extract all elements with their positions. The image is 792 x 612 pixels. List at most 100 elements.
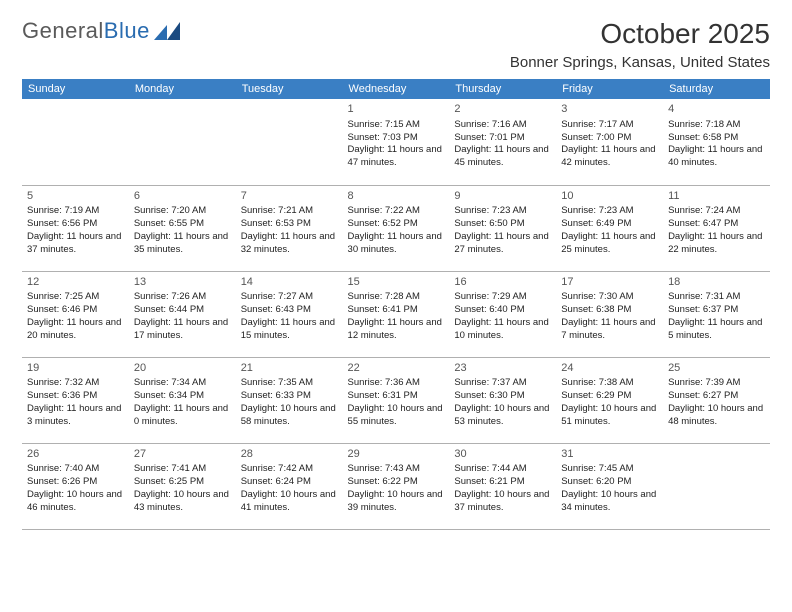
sunset-line: Sunset: 6:26 PM: [27, 476, 124, 489]
sunrise-line: Sunrise: 7:31 AM: [668, 291, 765, 304]
sunrise-line: Sunrise: 7:29 AM: [454, 291, 551, 304]
sunrise-line: Sunrise: 7:22 AM: [348, 205, 445, 218]
calendar-day-cell: 21Sunrise: 7:35 AMSunset: 6:33 PMDayligh…: [236, 357, 343, 443]
calendar-table: SundayMondayTuesdayWednesdayThursdayFrid…: [22, 79, 770, 530]
calendar-week-row: 26Sunrise: 7:40 AMSunset: 6:26 PMDayligh…: [22, 443, 770, 529]
sunset-line: Sunset: 6:47 PM: [668, 218, 765, 231]
day-header: Monday: [129, 79, 236, 99]
day-number: 4: [668, 102, 765, 117]
calendar-day-cell: 31Sunrise: 7:45 AMSunset: 6:20 PMDayligh…: [556, 443, 663, 529]
sunset-line: Sunset: 6:36 PM: [27, 390, 124, 403]
calendar-empty-cell: [236, 99, 343, 185]
day-number: 13: [134, 275, 231, 290]
daylight-line: Daylight: 11 hours and 45 minutes.: [454, 144, 551, 170]
sunrise-line: Sunrise: 7:45 AM: [561, 463, 658, 476]
daylight-line: Daylight: 10 hours and 46 minutes.: [27, 489, 124, 515]
sunset-line: Sunset: 6:29 PM: [561, 390, 658, 403]
logo-mark-icon: [154, 22, 180, 40]
day-number: 17: [561, 275, 658, 290]
day-number: 14: [241, 275, 338, 290]
sunset-line: Sunset: 6:30 PM: [454, 390, 551, 403]
daylight-line: Daylight: 11 hours and 25 minutes.: [561, 231, 658, 257]
sunset-line: Sunset: 7:00 PM: [561, 132, 658, 145]
calendar-day-cell: 9Sunrise: 7:23 AMSunset: 6:50 PMDaylight…: [449, 185, 556, 271]
day-number: 18: [668, 275, 765, 290]
calendar-day-cell: 11Sunrise: 7:24 AMSunset: 6:47 PMDayligh…: [663, 185, 770, 271]
logo-text: GeneralBlue: [22, 18, 150, 44]
sunrise-line: Sunrise: 7:26 AM: [134, 291, 231, 304]
calendar-day-cell: 30Sunrise: 7:44 AMSunset: 6:21 PMDayligh…: [449, 443, 556, 529]
header: GeneralBlue October 2025 Bonner Springs,…: [22, 18, 770, 71]
sunset-line: Sunset: 6:33 PM: [241, 390, 338, 403]
calendar-day-cell: 27Sunrise: 7:41 AMSunset: 6:25 PMDayligh…: [129, 443, 236, 529]
calendar-day-cell: 12Sunrise: 7:25 AMSunset: 6:46 PMDayligh…: [22, 271, 129, 357]
daylight-line: Daylight: 11 hours and 3 minutes.: [27, 403, 124, 429]
sunrise-line: Sunrise: 7:41 AM: [134, 463, 231, 476]
sunrise-line: Sunrise: 7:18 AM: [668, 119, 765, 132]
day-number: 23: [454, 361, 551, 376]
sunset-line: Sunset: 6:37 PM: [668, 304, 765, 317]
calendar-body: 1Sunrise: 7:15 AMSunset: 7:03 PMDaylight…: [22, 99, 770, 529]
daylight-line: Daylight: 11 hours and 17 minutes.: [134, 317, 231, 343]
sunrise-line: Sunrise: 7:28 AM: [348, 291, 445, 304]
sunrise-line: Sunrise: 7:19 AM: [27, 205, 124, 218]
sunset-line: Sunset: 6:49 PM: [561, 218, 658, 231]
daylight-line: Daylight: 10 hours and 37 minutes.: [454, 489, 551, 515]
daylight-line: Daylight: 11 hours and 7 minutes.: [561, 317, 658, 343]
daylight-line: Daylight: 11 hours and 40 minutes.: [668, 144, 765, 170]
sunset-line: Sunset: 6:38 PM: [561, 304, 658, 317]
calendar-day-cell: 24Sunrise: 7:38 AMSunset: 6:29 PMDayligh…: [556, 357, 663, 443]
day-number: 5: [27, 189, 124, 204]
daylight-line: Daylight: 11 hours and 32 minutes.: [241, 231, 338, 257]
day-header: Tuesday: [236, 79, 343, 99]
daylight-line: Daylight: 11 hours and 15 minutes.: [241, 317, 338, 343]
title-block: October 2025 Bonner Springs, Kansas, Uni…: [510, 18, 770, 71]
day-number: 15: [348, 275, 445, 290]
calendar-day-cell: 5Sunrise: 7:19 AMSunset: 6:56 PMDaylight…: [22, 185, 129, 271]
calendar-day-cell: 6Sunrise: 7:20 AMSunset: 6:55 PMDaylight…: [129, 185, 236, 271]
sunset-line: Sunset: 6:21 PM: [454, 476, 551, 489]
calendar-header-row: SundayMondayTuesdayWednesdayThursdayFrid…: [22, 79, 770, 99]
sunrise-line: Sunrise: 7:44 AM: [454, 463, 551, 476]
day-number: 28: [241, 447, 338, 462]
day-number: 12: [27, 275, 124, 290]
sunrise-line: Sunrise: 7:27 AM: [241, 291, 338, 304]
calendar-empty-cell: [129, 99, 236, 185]
daylight-line: Daylight: 11 hours and 42 minutes.: [561, 144, 658, 170]
sunrise-line: Sunrise: 7:42 AM: [241, 463, 338, 476]
sunset-line: Sunset: 6:24 PM: [241, 476, 338, 489]
daylight-line: Daylight: 10 hours and 53 minutes.: [454, 403, 551, 429]
calendar-day-cell: 3Sunrise: 7:17 AMSunset: 7:00 PMDaylight…: [556, 99, 663, 185]
calendar-day-cell: 8Sunrise: 7:22 AMSunset: 6:52 PMDaylight…: [343, 185, 450, 271]
sunrise-line: Sunrise: 7:34 AM: [134, 377, 231, 390]
daylight-line: Daylight: 11 hours and 27 minutes.: [454, 231, 551, 257]
day-header: Friday: [556, 79, 663, 99]
sunset-line: Sunset: 6:34 PM: [134, 390, 231, 403]
calendar-day-cell: 22Sunrise: 7:36 AMSunset: 6:31 PMDayligh…: [343, 357, 450, 443]
sunset-line: Sunset: 6:41 PM: [348, 304, 445, 317]
day-number: 1: [348, 102, 445, 117]
sunrise-line: Sunrise: 7:37 AM: [454, 377, 551, 390]
daylight-line: Daylight: 10 hours and 55 minutes.: [348, 403, 445, 429]
day-number: 10: [561, 189, 658, 204]
daylight-line: Daylight: 11 hours and 5 minutes.: [668, 317, 765, 343]
sunset-line: Sunset: 6:53 PM: [241, 218, 338, 231]
sunset-line: Sunset: 6:25 PM: [134, 476, 231, 489]
daylight-line: Daylight: 11 hours and 22 minutes.: [668, 231, 765, 257]
calendar-week-row: 12Sunrise: 7:25 AMSunset: 6:46 PMDayligh…: [22, 271, 770, 357]
sunrise-line: Sunrise: 7:30 AM: [561, 291, 658, 304]
sunrise-line: Sunrise: 7:17 AM: [561, 119, 658, 132]
day-header: Sunday: [22, 79, 129, 99]
day-number: 7: [241, 189, 338, 204]
day-number: 20: [134, 361, 231, 376]
sunset-line: Sunset: 6:56 PM: [27, 218, 124, 231]
sunrise-line: Sunrise: 7:36 AM: [348, 377, 445, 390]
calendar-day-cell: 2Sunrise: 7:16 AMSunset: 7:01 PMDaylight…: [449, 99, 556, 185]
day-header: Wednesday: [343, 79, 450, 99]
daylight-line: Daylight: 10 hours and 48 minutes.: [668, 403, 765, 429]
calendar-day-cell: 7Sunrise: 7:21 AMSunset: 6:53 PMDaylight…: [236, 185, 343, 271]
sunset-line: Sunset: 7:01 PM: [454, 132, 551, 145]
sunset-line: Sunset: 6:40 PM: [454, 304, 551, 317]
location: Bonner Springs, Kansas, United States: [510, 54, 770, 71]
daylight-line: Daylight: 11 hours and 30 minutes.: [348, 231, 445, 257]
